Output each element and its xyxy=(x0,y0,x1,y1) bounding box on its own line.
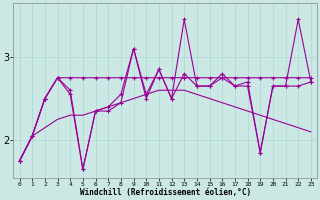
X-axis label: Windchill (Refroidissement éolien,°C): Windchill (Refroidissement éolien,°C) xyxy=(80,188,251,197)
